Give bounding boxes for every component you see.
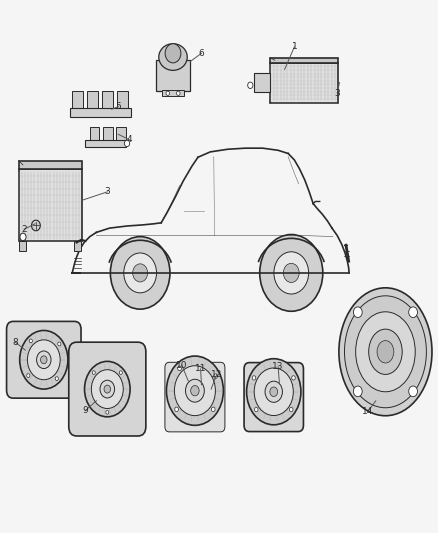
Bar — [87, 91, 98, 109]
Text: 9: 9 — [82, 406, 88, 415]
Circle shape — [270, 387, 278, 397]
Text: 6: 6 — [198, 49, 205, 58]
Circle shape — [409, 307, 417, 318]
Circle shape — [214, 374, 218, 378]
Circle shape — [178, 366, 181, 370]
Bar — [156, 60, 190, 91]
Text: 13: 13 — [272, 362, 284, 371]
Bar — [162, 90, 184, 96]
Text: 4: 4 — [127, 135, 132, 144]
Circle shape — [100, 380, 115, 398]
Bar — [254, 73, 270, 92]
Circle shape — [274, 252, 309, 294]
FancyBboxPatch shape — [7, 321, 81, 398]
Text: 10: 10 — [176, 361, 187, 369]
Circle shape — [260, 235, 323, 311]
Circle shape — [166, 356, 223, 425]
Text: 1: 1 — [291, 43, 297, 51]
Bar — [70, 108, 131, 117]
Circle shape — [20, 233, 26, 241]
Circle shape — [175, 407, 178, 411]
Text: 5: 5 — [115, 102, 121, 111]
Circle shape — [290, 407, 293, 412]
Bar — [103, 127, 113, 142]
Circle shape — [409, 386, 417, 397]
Circle shape — [254, 407, 258, 412]
Circle shape — [27, 374, 30, 377]
Bar — [270, 63, 338, 102]
Text: 3: 3 — [104, 188, 110, 196]
Circle shape — [58, 342, 61, 346]
Circle shape — [37, 351, 51, 369]
Text: 11: 11 — [195, 365, 206, 373]
Ellipse shape — [344, 296, 427, 408]
Bar — [90, 127, 99, 142]
Circle shape — [353, 386, 362, 397]
Circle shape — [283, 263, 299, 282]
Circle shape — [32, 220, 40, 231]
Circle shape — [106, 410, 109, 414]
Circle shape — [110, 237, 170, 309]
Circle shape — [20, 330, 68, 389]
Ellipse shape — [356, 312, 415, 392]
Circle shape — [353, 307, 362, 318]
Circle shape — [92, 370, 123, 408]
Circle shape — [252, 376, 256, 380]
Text: 2: 2 — [21, 225, 27, 233]
Bar — [72, 91, 83, 109]
Circle shape — [292, 376, 295, 380]
Ellipse shape — [369, 329, 402, 374]
Circle shape — [186, 379, 204, 402]
Circle shape — [174, 366, 215, 416]
Text: 14: 14 — [362, 407, 374, 416]
Circle shape — [85, 361, 130, 417]
Circle shape — [177, 91, 180, 95]
Circle shape — [265, 381, 283, 402]
Bar — [19, 169, 82, 241]
Text: 12: 12 — [211, 370, 223, 378]
Circle shape — [212, 407, 215, 411]
FancyBboxPatch shape — [69, 342, 146, 436]
Circle shape — [247, 82, 253, 88]
Circle shape — [247, 359, 301, 425]
Circle shape — [165, 44, 181, 63]
Bar — [116, 127, 126, 142]
Circle shape — [120, 371, 122, 374]
Bar — [270, 58, 338, 63]
Circle shape — [133, 264, 148, 282]
Ellipse shape — [159, 44, 187, 70]
Circle shape — [55, 377, 58, 381]
Circle shape — [28, 340, 60, 379]
Bar — [102, 91, 113, 109]
Circle shape — [254, 368, 293, 416]
Bar — [19, 160, 82, 169]
Circle shape — [104, 385, 110, 393]
Circle shape — [124, 140, 130, 147]
Bar — [117, 91, 128, 109]
FancyBboxPatch shape — [165, 362, 225, 432]
Bar — [74, 241, 81, 251]
Circle shape — [166, 91, 170, 95]
Bar — [20, 241, 27, 251]
Text: 8: 8 — [12, 338, 18, 346]
Bar — [85, 140, 126, 147]
Circle shape — [124, 253, 156, 293]
Circle shape — [41, 356, 47, 364]
FancyBboxPatch shape — [244, 362, 304, 432]
Circle shape — [29, 339, 32, 343]
Ellipse shape — [339, 288, 432, 416]
Text: 3: 3 — [334, 89, 340, 98]
Ellipse shape — [377, 341, 394, 363]
Circle shape — [92, 371, 95, 374]
Circle shape — [191, 385, 199, 396]
